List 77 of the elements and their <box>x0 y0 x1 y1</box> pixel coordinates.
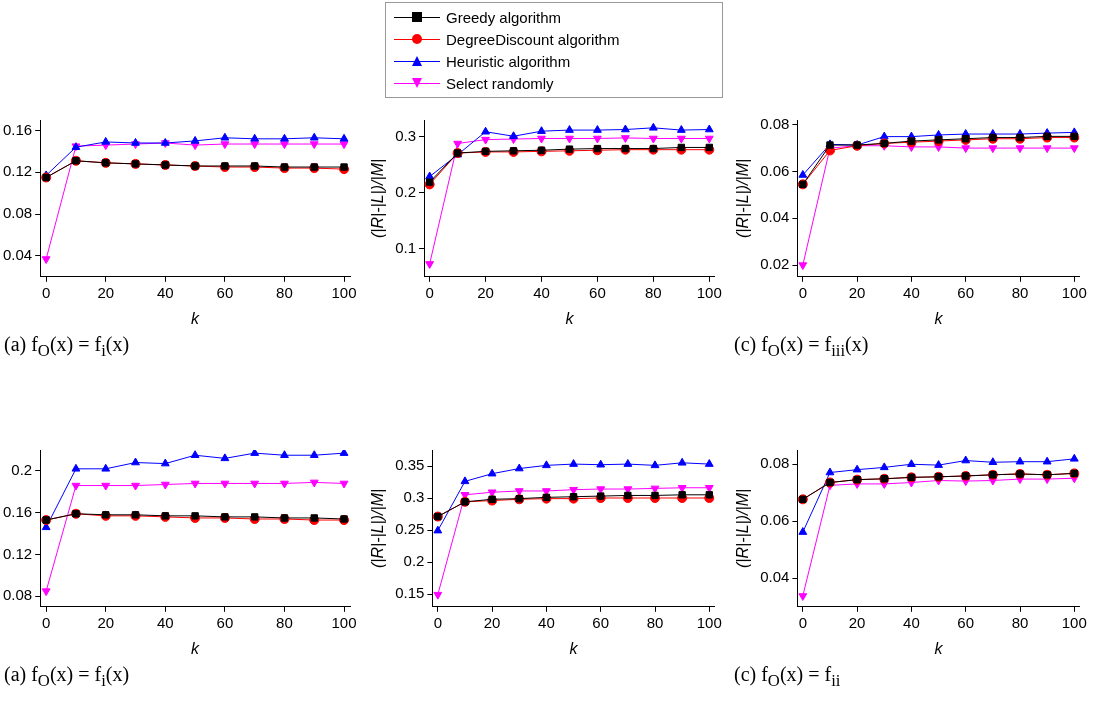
x-axis-title: k <box>934 309 944 327</box>
x-tick-label: 80 <box>276 283 293 301</box>
x-tick-label: 20 <box>483 613 501 631</box>
y-axis-title: (|R|-|L|)/|M| <box>734 158 752 238</box>
x-tick-label: 20 <box>848 283 866 301</box>
y-tick-label: 0.2 <box>395 182 417 200</box>
x-axis-title: k <box>565 309 575 327</box>
x-tick-label: 40 <box>533 283 550 301</box>
x-tick-label: 0 <box>433 613 442 631</box>
y-tick-label: 0.3 <box>403 488 425 506</box>
x-tick-label: 0 <box>798 613 807 631</box>
x-tick-label: 80 <box>1011 283 1029 301</box>
x-tick-label: 20 <box>97 283 115 301</box>
y-tick-label: 0.08 <box>2 204 33 222</box>
y-tick-label: 0.25 <box>395 520 425 538</box>
legend-label: DegreeDiscount algorithm <box>446 30 620 48</box>
x-axis-title: k <box>191 639 201 657</box>
x-tick-label: 20 <box>477 283 494 301</box>
y-tick-label: 0.35 <box>395 456 425 474</box>
x-tick-label: 80 <box>276 613 293 631</box>
y-tick-label: 0.04 <box>760 208 790 226</box>
y-tick-label: 0.12 <box>2 544 33 562</box>
y-tick-label: 0.06 <box>760 161 790 179</box>
y-tick-label: 0.16 <box>2 120 33 138</box>
x-tick-label: 80 <box>645 283 662 301</box>
y-axis-title: (|R|-|L|)/|M| <box>734 488 752 568</box>
y-tick-label: 0.02 <box>760 255 790 273</box>
x-axis-title: k <box>569 639 579 657</box>
x-tick-label: 100 <box>331 613 357 631</box>
y-tick-label: 0.16 <box>2 502 33 520</box>
text: (a) f$_{O}$(x) = f$_{i}$(x) <box>3 333 131 361</box>
x-tick-label: 80 <box>1011 613 1029 631</box>
y-tick-label: 0.2 <box>11 461 33 479</box>
legend-label: Greedy algorithm <box>446 8 562 26</box>
y-tick-label: 0.08 <box>760 114 790 132</box>
x-tick-label: 100 <box>1061 613 1087 631</box>
x-tick-label: 0 <box>41 613 51 631</box>
x-tick-label: 40 <box>538 613 555 631</box>
x-tick-label: 0 <box>41 283 51 301</box>
x-tick-label: 60 <box>957 283 975 301</box>
y-tick-label: 0.04 <box>760 568 790 586</box>
y-tick-label: 0.15 <box>395 584 425 602</box>
x-tick-label: 100 <box>696 613 722 631</box>
y-tick-label: 0.04 <box>2 246 33 264</box>
legend-label: Select randomly <box>446 74 554 92</box>
text: (c) f$_{O}$(x) = f$_{ii}$ <box>733 663 842 691</box>
x-tick-label: 60 <box>957 613 975 631</box>
y-tick-label: 0.1 <box>395 238 417 256</box>
x-tick-label: 0 <box>798 283 807 301</box>
x-tick-label: 60 <box>589 283 606 301</box>
y-tick-label: 0.12 <box>2 162 33 180</box>
x-tick-label: 40 <box>903 613 920 631</box>
text: (a) f$_{O}$(x) = f$_{i}$(x) <box>3 663 131 691</box>
x-tick-label: 60 <box>216 283 234 301</box>
x-tick-label: 100 <box>331 283 357 301</box>
y-axis-title: (|R|-|L|)/|M| <box>369 488 387 568</box>
x-tick-label: 20 <box>848 613 866 631</box>
x-axis-title: k <box>191 309 201 327</box>
text: (c) f$_{O}$(x) = f$_{iii}$(x) <box>733 333 870 361</box>
x-tick-label: 60 <box>592 613 610 631</box>
x-tick-label: 100 <box>696 283 722 301</box>
x-axis-title: k <box>934 639 944 657</box>
x-tick-label: 40 <box>903 283 920 301</box>
x-tick-label: 40 <box>156 613 174 631</box>
y-tick-label: 0.2 <box>403 552 425 570</box>
x-tick-label: 40 <box>156 283 174 301</box>
x-tick-label: 0 <box>425 283 434 301</box>
y-axis-title: (|R|-|L|)/|M| <box>369 158 387 238</box>
y-tick-label: 0.3 <box>395 126 417 144</box>
y-tick-label: 0.08 <box>760 454 790 472</box>
x-tick-label: 100 <box>1061 283 1087 301</box>
x-tick-label: 20 <box>97 613 115 631</box>
x-tick-label: 80 <box>646 613 664 631</box>
x-tick-label: 60 <box>216 613 234 631</box>
y-tick-label: 0.06 <box>760 511 790 529</box>
legend-label: Heuristic algorithm <box>446 52 571 70</box>
y-tick-label: 0.08 <box>2 586 33 604</box>
